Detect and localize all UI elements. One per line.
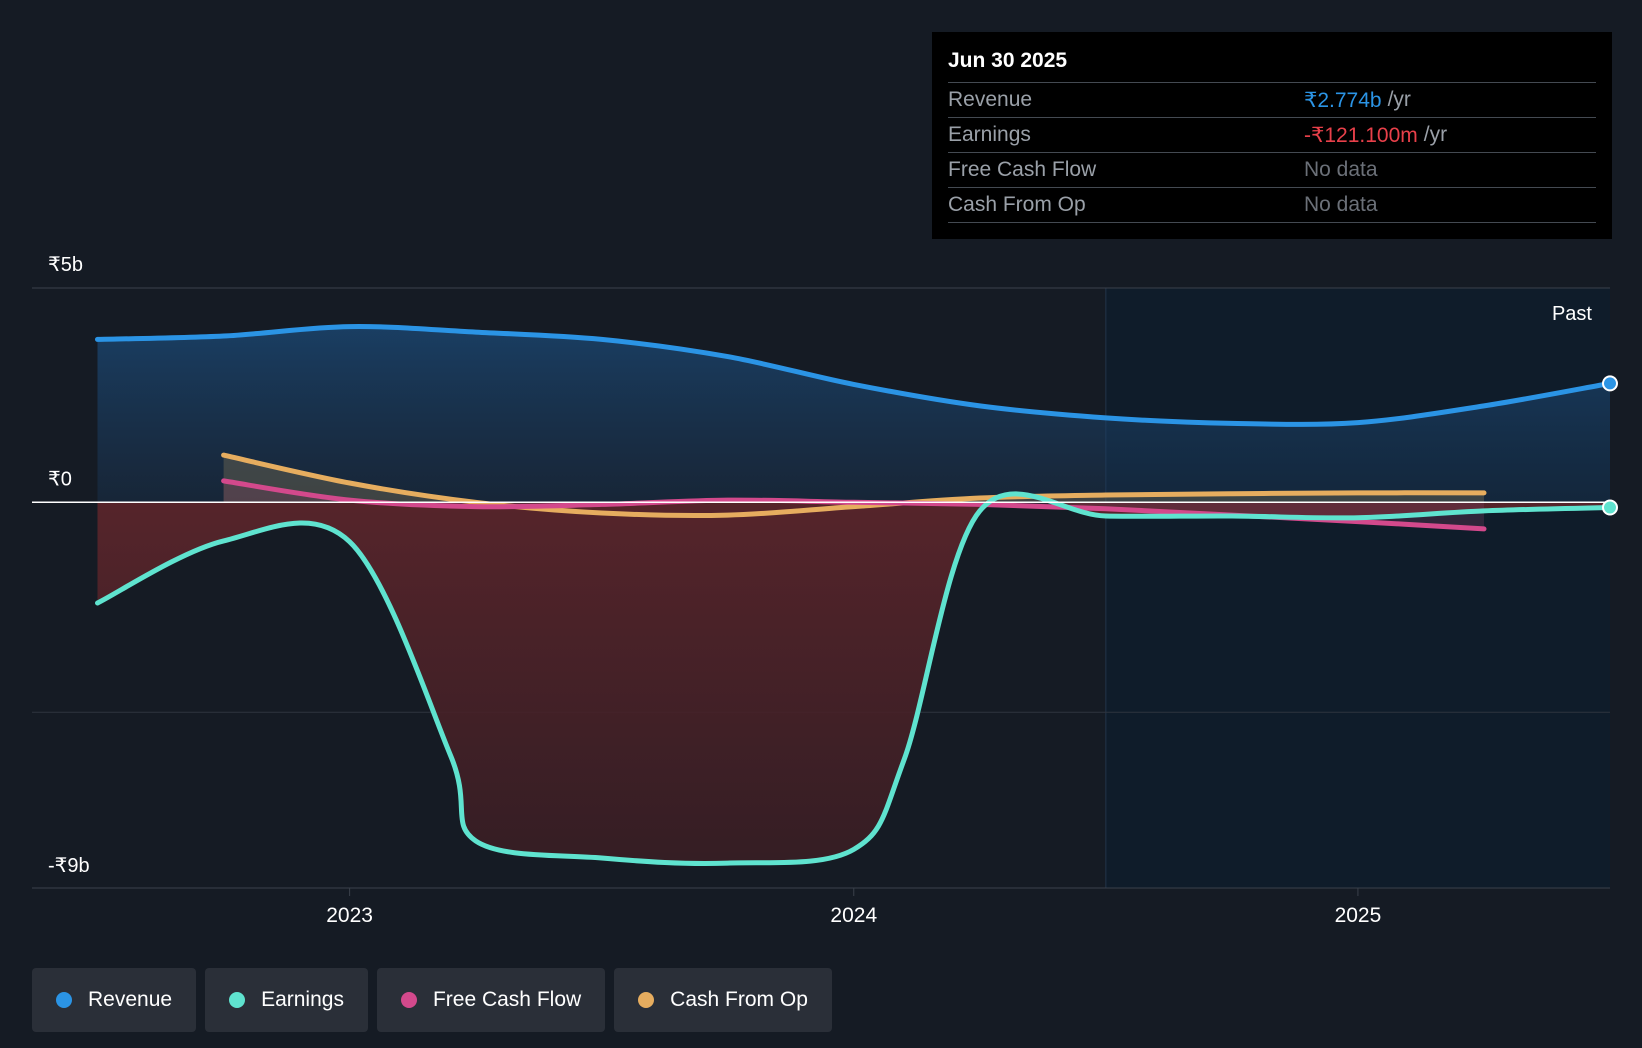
tooltip-panel: Jun 30 2025 Revenue ₹2.774b /yr Earnings…	[932, 32, 1612, 239]
tooltip-label: Free Cash Flow	[948, 158, 1097, 181]
x-tick-label: 2025	[1335, 904, 1382, 927]
legend-item-earnings[interactable]: Earnings	[205, 968, 368, 1032]
legend-dot-icon	[56, 992, 72, 1008]
x-tick-label: 2023	[326, 904, 373, 927]
legend-item-revenue[interactable]: Revenue	[32, 968, 197, 1032]
legend-item-cash-from-op[interactable]: Cash From Op	[614, 968, 832, 1032]
past-label: Past	[1552, 303, 1592, 325]
tooltip-label: Earnings	[948, 123, 1031, 146]
tooltip-row-revenue: Revenue ₹2.774b /yr	[948, 82, 1596, 117]
tooltip-label: Revenue	[948, 88, 1033, 111]
tooltip-unit: /yr	[1423, 123, 1448, 146]
legend-label: Cash From Op	[670, 988, 808, 1011]
legend-dot-icon	[229, 992, 246, 1008]
legend-dot-icon	[638, 992, 655, 1008]
tooltip-row-free-cash-flow: Free Cash Flow No data	[948, 152, 1596, 187]
x-tick-label: 2024	[830, 904, 877, 927]
legend: Revenue Earnings Free Cash Flow Cash Fro…	[32, 968, 832, 1032]
y-axis-label-zero: ₹0	[48, 468, 72, 490]
tooltip-value-free-cash-flow: No data	[1304, 158, 1378, 181]
legend-label: Earnings	[261, 988, 344, 1011]
tooltip-value-earnings: -₹121.100m	[1304, 123, 1418, 147]
tooltip-row-earnings: Earnings -₹121.100m /yr	[948, 117, 1596, 152]
revenue-line	[95, 324, 1610, 427]
tooltip-date: Jun 30 2025	[948, 49, 1068, 72]
revenue-endpoint-marker[interactable]	[1602, 375, 1618, 392]
legend-item-free-cash-flow[interactable]: Free Cash Flow	[376, 968, 606, 1032]
tooltip-unit: /yr	[1387, 88, 1411, 111]
past-region-shade	[1105, 288, 1610, 888]
tooltip-row-cash-from-op: Cash From Op No data	[948, 187, 1596, 223]
cash-from-op-line	[221, 452, 1487, 519]
earnings-line	[95, 491, 1610, 866]
legend-label: Free Cash Flow	[432, 988, 582, 1011]
tooltip-value-cash-from-op: No data	[1304, 193, 1378, 216]
tooltip-value-revenue: ₹2.774b	[1304, 88, 1382, 112]
tooltip-label: Cash From Op	[948, 193, 1086, 216]
revenue-area	[97, 326, 1610, 503]
earnings-endpoint-marker[interactable]	[1602, 499, 1618, 516]
earnings-area	[97, 503, 1610, 864]
legend-label: Revenue	[88, 988, 173, 1011]
legend-dot-icon	[400, 992, 417, 1008]
y-axis-label-bottom: -₹9b	[48, 855, 90, 877]
y-axis-label-top: ₹5b	[48, 254, 83, 276]
